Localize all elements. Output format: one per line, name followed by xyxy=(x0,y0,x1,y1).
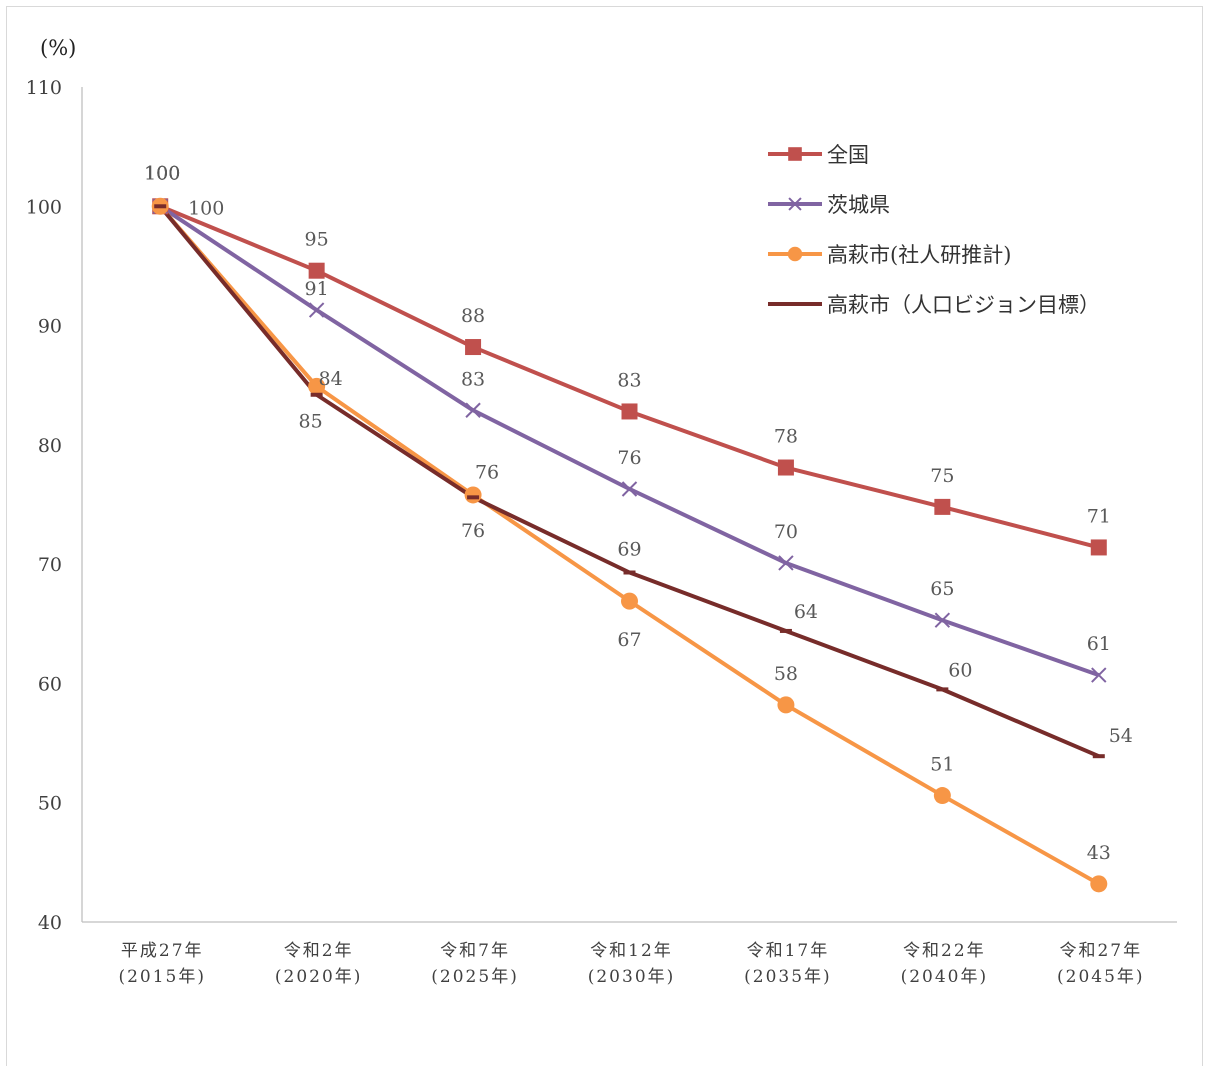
x-tick-label: (2035年) xyxy=(744,967,832,987)
data-label: 85 xyxy=(299,410,323,432)
data-label: 83 xyxy=(617,369,641,391)
point-marker-square xyxy=(621,403,638,420)
point-marker-circle xyxy=(464,486,482,504)
point-marker-square xyxy=(308,262,325,279)
x-tick-label: 令和17年 xyxy=(747,941,830,961)
data-label: 75 xyxy=(930,465,954,487)
point-marker-circle xyxy=(777,696,795,714)
point-marker-x xyxy=(934,612,951,628)
data-label: 95 xyxy=(305,229,329,251)
data-label: 76 xyxy=(617,447,641,469)
x-tick-label: (2015年) xyxy=(118,967,206,987)
y-tick-label: 110 xyxy=(26,77,62,99)
x-tick-label: (2025年) xyxy=(431,967,519,987)
series-layer xyxy=(151,197,1108,893)
data-label: 64 xyxy=(794,601,818,623)
data-label: 100 xyxy=(144,162,180,184)
point-marker-circle xyxy=(933,787,951,805)
legend-label: 全国 xyxy=(827,143,869,167)
point-marker-x xyxy=(788,197,802,211)
data-label: 61 xyxy=(1087,633,1111,655)
data-label: 100 xyxy=(144,162,180,184)
data-label: 60 xyxy=(948,659,972,681)
point-marker-x xyxy=(465,402,481,418)
point-marker-circle xyxy=(621,592,638,610)
y-tick-label: 80 xyxy=(38,435,62,457)
data-label: 84 xyxy=(319,368,343,390)
point-marker-square xyxy=(1090,539,1107,556)
x-tick-label: (2045年) xyxy=(1057,967,1145,987)
point-marker-circle xyxy=(787,246,803,262)
data-label: 100 xyxy=(188,197,224,219)
data-label: 76 xyxy=(475,461,499,483)
data-label: 43 xyxy=(1087,842,1111,864)
point-marker-circle xyxy=(1090,875,1108,893)
data-label: 83 xyxy=(461,368,485,390)
x-tick-label: (2030年) xyxy=(588,967,676,987)
legend-label: 高萩市(社人研推計) xyxy=(827,243,1011,267)
point-marker-square xyxy=(934,498,951,515)
point-marker-x xyxy=(308,302,325,318)
y-tick-label: 70 xyxy=(38,554,62,576)
x-tick-label: 令和2年 xyxy=(284,941,354,961)
point-marker-square xyxy=(788,147,802,161)
point-marker-circle xyxy=(308,377,326,395)
x-tick-labels: 平成27年 (2015年) 令和2年 (2020年) 令和7年 (2025年) 令和12年 (… xyxy=(118,941,1145,987)
data-label: 51 xyxy=(930,754,954,776)
x-tick-label: 令和22年 xyxy=(903,941,986,961)
data-label: 67 xyxy=(617,629,641,651)
y-tick-label: 90 xyxy=(38,316,62,338)
x-tick-label: 令和12年 xyxy=(590,941,673,961)
data-label: 76 xyxy=(461,520,485,542)
y-tick-label: 100 xyxy=(26,196,62,218)
x-tick-label: 平成27年 xyxy=(121,941,204,961)
data-label: 70 xyxy=(774,521,798,543)
data-label: 88 xyxy=(461,305,485,327)
x-tick-label: 令和27年 xyxy=(1059,941,1142,961)
data-label: 65 xyxy=(930,578,954,600)
data-label: 54 xyxy=(1109,725,1133,747)
y-tick-label: 50 xyxy=(38,793,62,815)
legend-label: 高萩市（人口ビジョン目標） xyxy=(827,293,1100,317)
point-marker-square xyxy=(777,459,794,476)
y-unit-label: (%) xyxy=(40,36,76,60)
point-marker-x xyxy=(621,481,638,497)
y-tick-label: 40 xyxy=(38,912,62,934)
data-label: 71 xyxy=(1087,505,1111,527)
x-tick-label: (2040年) xyxy=(901,967,989,987)
x-tick-label: 令和7年 xyxy=(440,941,510,961)
data-label: 58 xyxy=(774,663,798,685)
data-label: 91 xyxy=(305,278,329,300)
x-tick-label: (2020年) xyxy=(275,967,363,987)
y-tick-labels: 40 50 60 70 80 90 100 110 xyxy=(26,77,62,934)
data-label: 78 xyxy=(774,426,798,448)
point-marker-square xyxy=(465,339,482,356)
data-labels: 1009588837875711009183767065611008576675… xyxy=(144,162,1133,864)
data-label: 69 xyxy=(617,538,641,560)
legend-label: 茨城県 xyxy=(827,193,890,217)
data-label: 100 xyxy=(144,162,180,184)
point-marker-x xyxy=(1091,667,1107,683)
chart-frame xyxy=(6,6,1203,1066)
point-marker-x xyxy=(778,555,794,571)
y-tick-label: 60 xyxy=(38,673,62,695)
